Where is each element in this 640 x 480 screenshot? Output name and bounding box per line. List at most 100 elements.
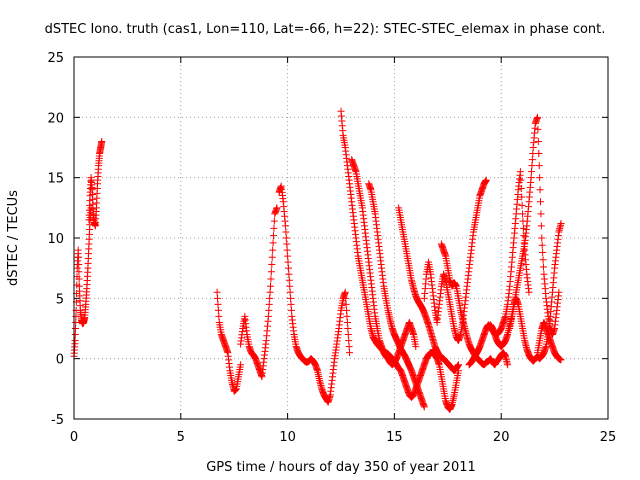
data-point-plus-marker xyxy=(282,234,290,242)
data-point-plus-marker xyxy=(281,222,289,230)
data-series xyxy=(337,107,462,413)
data-point-plus-marker xyxy=(518,201,526,209)
x-tick-label: 25 xyxy=(600,430,617,445)
data-point-plus-marker xyxy=(342,300,350,308)
data-point-plus-marker xyxy=(287,294,295,302)
data-point-plus-marker xyxy=(534,113,542,121)
data-point-plus-marker xyxy=(534,137,542,145)
data-point-plus-marker xyxy=(282,228,290,236)
data-point-plus-marker xyxy=(237,361,245,369)
data-point-plus-marker xyxy=(75,275,83,283)
data-point-plus-marker xyxy=(283,240,291,248)
data-series xyxy=(437,240,512,369)
data-point-plus-marker xyxy=(214,300,222,308)
data-point-plus-marker xyxy=(267,275,275,283)
data-point-plus-marker xyxy=(538,241,546,249)
y-tick-label: 15 xyxy=(47,172,64,187)
data-point-plus-marker xyxy=(537,210,545,218)
data-series xyxy=(348,156,420,369)
data-point-plus-marker xyxy=(283,246,291,254)
data-point-plus-marker xyxy=(270,232,278,240)
data-point-plus-marker xyxy=(557,356,565,364)
data-point-plus-marker xyxy=(287,300,295,308)
data-point-plus-marker xyxy=(516,168,524,176)
data-point-plus-marker xyxy=(528,162,536,170)
data-point-plus-marker xyxy=(215,312,223,320)
y-tick-label: 10 xyxy=(47,232,64,247)
data-series xyxy=(365,180,428,411)
data-point-plus-marker xyxy=(537,222,545,230)
data-point-plus-marker xyxy=(273,204,281,212)
data-point-plus-marker xyxy=(343,306,351,314)
data-point-plus-marker xyxy=(266,294,274,302)
data-point-plus-marker xyxy=(98,137,106,145)
chart-title: dSTEC Iono. truth (cas1, Lon=110, Lat=-6… xyxy=(45,22,606,37)
data-point-plus-marker xyxy=(343,318,351,326)
x-axis-label: GPS time / hours of day 350 of year 2011 xyxy=(206,460,476,475)
data-series xyxy=(534,318,565,364)
x-tick-label: 20 xyxy=(493,430,510,445)
data-point-plus-marker xyxy=(345,343,353,351)
data-point-plus-marker xyxy=(75,268,83,276)
data-point-plus-marker xyxy=(518,193,526,201)
data-point-plus-marker xyxy=(535,150,543,158)
data-points xyxy=(70,107,565,413)
data-point-plus-marker xyxy=(284,264,292,272)
data-point-plus-marker xyxy=(344,325,352,332)
data-series xyxy=(395,204,462,375)
data-point-plus-marker xyxy=(537,198,545,206)
data-point-plus-marker xyxy=(71,331,79,339)
data-point-plus-marker xyxy=(265,300,273,308)
data-point-plus-marker xyxy=(482,176,490,184)
data-point-plus-marker xyxy=(346,349,354,357)
data-point-plus-marker xyxy=(420,403,428,411)
data-point-plus-marker xyxy=(343,312,351,320)
data-point-plus-marker xyxy=(214,306,222,314)
x-tick-label: 10 xyxy=(279,430,296,445)
data-point-plus-marker xyxy=(536,174,544,182)
y-tick-label: 20 xyxy=(47,111,64,126)
data-point-plus-marker xyxy=(286,282,294,290)
x-tick-label: 5 xyxy=(177,430,185,445)
data-point-plus-marker xyxy=(529,150,537,158)
data-point-plus-marker xyxy=(538,234,546,242)
data-point-plus-marker xyxy=(519,210,527,218)
data-point-plus-marker xyxy=(454,361,462,369)
data-series xyxy=(85,137,106,230)
data-point-plus-marker xyxy=(525,288,533,296)
data-point-plus-marker xyxy=(557,220,565,228)
data-point-plus-marker xyxy=(536,186,544,194)
data-point-plus-marker xyxy=(265,306,273,314)
data-series xyxy=(487,113,563,351)
data-point-plus-marker xyxy=(268,261,276,269)
data-point-plus-marker xyxy=(72,318,80,326)
x-tick-label: 15 xyxy=(386,430,403,445)
data-point-plus-marker xyxy=(341,288,349,296)
data-point-plus-marker xyxy=(345,337,353,345)
y-tick-label: 25 xyxy=(47,51,64,66)
data-point-plus-marker xyxy=(269,239,277,247)
data-point-plus-marker xyxy=(534,125,542,133)
y-tick-label: -5 xyxy=(51,413,64,428)
data-point-plus-marker xyxy=(539,263,547,271)
data-point-plus-marker xyxy=(285,276,293,284)
data-point-plus-marker xyxy=(555,288,563,296)
data-point-plus-marker xyxy=(268,253,276,261)
data-point-plus-marker xyxy=(270,224,278,232)
y-axis-label: dSTEC / TECUs xyxy=(6,190,21,286)
data-point-plus-marker xyxy=(74,246,82,254)
data-point-plus-marker xyxy=(344,331,352,339)
x-tick-label: 0 xyxy=(70,430,78,445)
data-point-plus-marker xyxy=(539,256,547,264)
y-tick-label: 5 xyxy=(56,292,64,307)
data-point-plus-marker xyxy=(267,282,275,290)
data-series xyxy=(237,204,281,381)
data-point-plus-marker xyxy=(269,246,277,254)
data-point-plus-marker xyxy=(71,337,79,345)
data-point-plus-marker xyxy=(528,168,536,176)
data-point-plus-marker xyxy=(517,176,525,184)
y-tick-label: 0 xyxy=(56,353,64,368)
data-point-plus-marker xyxy=(71,325,79,332)
data-point-plus-marker xyxy=(267,268,275,276)
data-series xyxy=(275,182,354,406)
